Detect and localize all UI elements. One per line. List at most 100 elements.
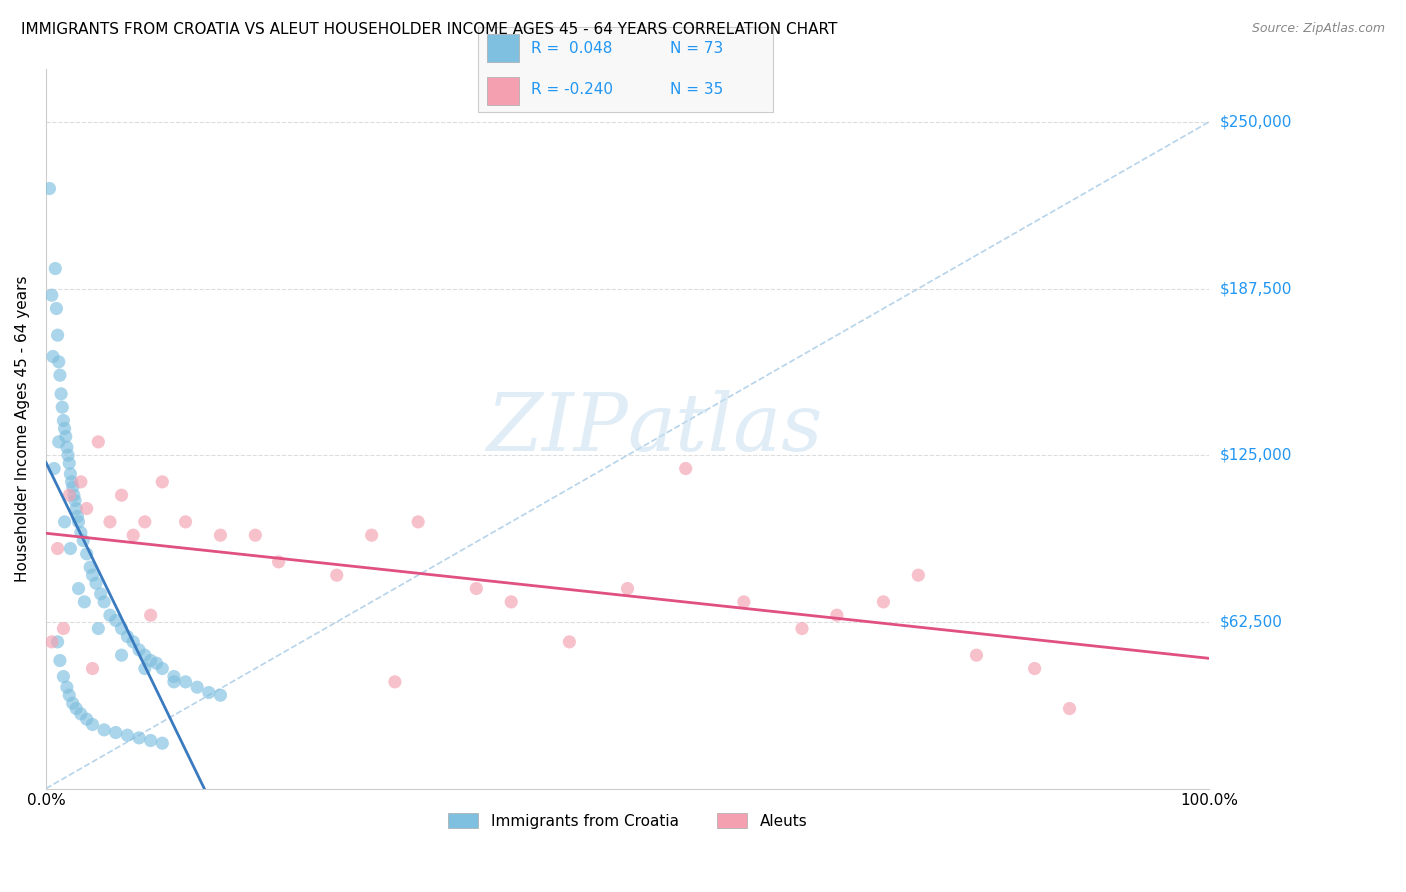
Point [67, 515, 90, 529]
Point [52, 413, 75, 427]
Point [134, 515, 156, 529]
Point [186, 680, 208, 694]
Point [110, 488, 132, 502]
Point [174, 674, 197, 689]
Point [62, 696, 84, 710]
Point [360, 528, 382, 542]
Point [110, 622, 132, 636]
Point [53, 515, 76, 529]
Point [41, 288, 63, 302]
Point [60, 475, 83, 489]
Point [70, 475, 93, 489]
Point [63, 493, 86, 508]
Text: N = 73: N = 73 [671, 41, 723, 56]
Text: $187,500: $187,500 [1220, 281, 1292, 296]
Point [51, 400, 73, 414]
Text: Source: ZipAtlas.com: Source: ZipAtlas.com [1251, 22, 1385, 36]
Point [41, 635, 63, 649]
Point [52, 669, 75, 683]
Point [48, 355, 70, 369]
Point [55, 429, 77, 443]
Point [56, 448, 79, 462]
Point [98, 608, 121, 623]
Point [65, 501, 87, 516]
Point [46, 635, 69, 649]
Point [134, 661, 156, 675]
Point [134, 648, 156, 663]
Point [63, 488, 86, 502]
Point [872, 595, 894, 609]
FancyBboxPatch shape [486, 77, 519, 104]
Point [58, 688, 80, 702]
Point [59, 467, 82, 481]
Point [56, 440, 79, 454]
Point [966, 648, 988, 663]
Point [245, 528, 267, 542]
Point [558, 635, 581, 649]
Point [122, 635, 145, 649]
Point [150, 736, 173, 750]
Point [104, 614, 127, 628]
Point [52, 622, 75, 636]
Point [733, 595, 755, 609]
Point [198, 685, 221, 699]
Point [66, 509, 89, 524]
Point [93, 595, 115, 609]
Text: IMMIGRANTS FROM CROATIA VS ALEUT HOUSEHOLDER INCOME AGES 45 - 64 YEARS CORRELATI: IMMIGRANTS FROM CROATIA VS ALEUT HOUSEHO… [21, 22, 838, 37]
Point [104, 725, 127, 739]
Point [139, 608, 162, 623]
Point [48, 434, 70, 449]
Point [384, 674, 406, 689]
Point [56, 680, 79, 694]
Point [62, 480, 84, 494]
Point [825, 608, 848, 623]
Point [38, 181, 60, 195]
Point [406, 515, 429, 529]
Point [72, 533, 94, 548]
Point [907, 568, 929, 582]
Point [59, 541, 82, 556]
Point [1059, 701, 1081, 715]
Point [174, 515, 197, 529]
Point [53, 421, 76, 435]
Point [790, 622, 813, 636]
Point [163, 669, 186, 683]
Text: N = 35: N = 35 [671, 82, 723, 97]
Point [76, 501, 98, 516]
Point [76, 547, 98, 561]
Point [209, 688, 232, 702]
Point [139, 733, 162, 747]
Point [326, 568, 349, 582]
Point [46, 328, 69, 343]
Point [42, 350, 65, 364]
Point [87, 622, 110, 636]
Point [70, 706, 93, 721]
Point [70, 525, 93, 540]
Point [675, 461, 697, 475]
Point [616, 582, 638, 596]
Text: $62,500: $62,500 [1220, 615, 1284, 630]
Point [93, 723, 115, 737]
Point [87, 434, 110, 449]
Point [90, 587, 112, 601]
Point [128, 643, 150, 657]
Point [84, 576, 107, 591]
Point [150, 661, 173, 675]
Text: $250,000: $250,000 [1220, 114, 1292, 129]
Point [128, 731, 150, 745]
Point [82, 717, 104, 731]
Text: $125,000: $125,000 [1220, 448, 1292, 463]
Point [82, 568, 104, 582]
Point [76, 712, 98, 726]
Text: R = -0.240: R = -0.240 [531, 82, 613, 97]
Text: atlas: atlas [627, 390, 823, 467]
FancyBboxPatch shape [486, 35, 519, 62]
Point [46, 541, 69, 556]
Text: R =  0.048: R = 0.048 [531, 41, 613, 56]
Point [45, 301, 67, 316]
Point [163, 674, 186, 689]
Point [501, 595, 523, 609]
Point [267, 555, 290, 569]
Point [67, 582, 90, 596]
Point [49, 368, 72, 383]
